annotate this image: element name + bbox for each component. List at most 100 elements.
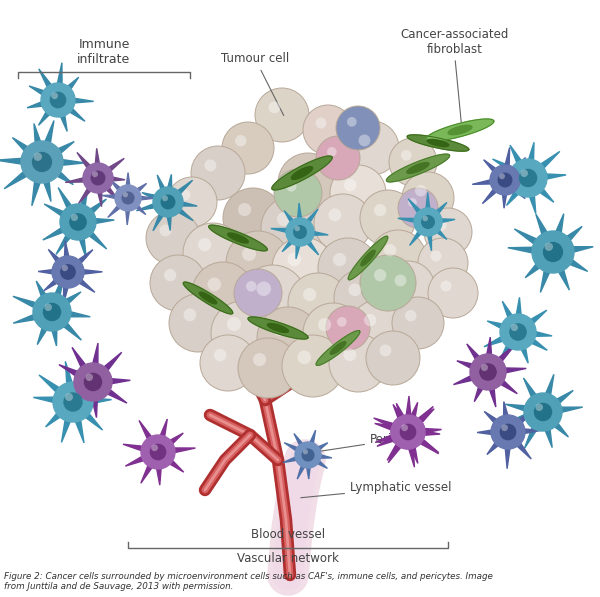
- Circle shape: [295, 226, 300, 231]
- Polygon shape: [56, 63, 62, 88]
- Polygon shape: [515, 297, 521, 319]
- Polygon shape: [268, 324, 289, 333]
- Circle shape: [238, 203, 251, 216]
- Circle shape: [359, 134, 370, 146]
- Polygon shape: [374, 418, 398, 430]
- Polygon shape: [107, 378, 130, 384]
- Polygon shape: [44, 277, 61, 291]
- Circle shape: [74, 363, 112, 401]
- Circle shape: [303, 303, 363, 363]
- Circle shape: [334, 269, 392, 327]
- Circle shape: [370, 230, 426, 286]
- Polygon shape: [541, 266, 552, 293]
- Circle shape: [161, 195, 175, 209]
- Circle shape: [91, 171, 105, 184]
- Polygon shape: [407, 162, 429, 173]
- Polygon shape: [91, 396, 97, 417]
- Polygon shape: [39, 69, 54, 91]
- Polygon shape: [499, 341, 514, 362]
- Circle shape: [53, 382, 93, 422]
- Polygon shape: [317, 454, 332, 458]
- Circle shape: [115, 185, 141, 211]
- Polygon shape: [38, 108, 53, 125]
- Polygon shape: [398, 219, 418, 223]
- Circle shape: [242, 247, 256, 261]
- Circle shape: [293, 168, 306, 181]
- Polygon shape: [13, 137, 32, 155]
- Circle shape: [214, 349, 226, 361]
- Circle shape: [532, 231, 574, 273]
- Circle shape: [501, 424, 508, 431]
- Polygon shape: [484, 411, 500, 426]
- Polygon shape: [74, 416, 84, 443]
- Polygon shape: [515, 179, 535, 184]
- Polygon shape: [544, 424, 552, 448]
- Circle shape: [62, 265, 68, 271]
- Polygon shape: [228, 233, 248, 243]
- Polygon shape: [375, 433, 397, 442]
- Polygon shape: [527, 142, 534, 165]
- Polygon shape: [13, 313, 40, 323]
- Polygon shape: [92, 343, 98, 368]
- Polygon shape: [519, 344, 528, 363]
- Polygon shape: [493, 159, 517, 174]
- Text: Blood vessel: Blood vessel: [251, 528, 325, 541]
- Circle shape: [153, 187, 183, 217]
- Polygon shape: [515, 408, 535, 426]
- Polygon shape: [502, 191, 507, 208]
- Circle shape: [269, 101, 280, 113]
- Circle shape: [524, 393, 562, 431]
- Polygon shape: [142, 193, 158, 201]
- Circle shape: [70, 214, 86, 230]
- Polygon shape: [408, 199, 423, 216]
- Polygon shape: [91, 219, 114, 224]
- Circle shape: [272, 237, 334, 299]
- Polygon shape: [536, 185, 554, 202]
- Polygon shape: [486, 337, 492, 359]
- Polygon shape: [294, 433, 305, 448]
- Polygon shape: [433, 202, 447, 216]
- Polygon shape: [314, 458, 328, 469]
- Polygon shape: [553, 390, 573, 407]
- Polygon shape: [141, 461, 154, 483]
- Polygon shape: [501, 368, 526, 374]
- Polygon shape: [416, 437, 439, 454]
- Circle shape: [392, 297, 444, 349]
- Polygon shape: [484, 160, 499, 174]
- Polygon shape: [82, 377, 103, 395]
- Polygon shape: [183, 282, 233, 314]
- Polygon shape: [425, 193, 430, 212]
- Polygon shape: [137, 196, 155, 200]
- Polygon shape: [57, 159, 85, 166]
- Circle shape: [164, 269, 176, 281]
- Polygon shape: [59, 111, 67, 131]
- Circle shape: [544, 242, 562, 261]
- Circle shape: [169, 294, 227, 352]
- Polygon shape: [556, 407, 583, 413]
- Text: Lymphatic vessel: Lymphatic vessel: [301, 482, 452, 498]
- Polygon shape: [106, 158, 124, 173]
- Circle shape: [234, 269, 282, 317]
- Polygon shape: [527, 337, 547, 350]
- Polygon shape: [104, 184, 118, 199]
- Polygon shape: [248, 317, 308, 339]
- Circle shape: [395, 275, 406, 287]
- Polygon shape: [511, 158, 526, 174]
- Polygon shape: [209, 225, 267, 251]
- Circle shape: [391, 415, 425, 449]
- Circle shape: [428, 268, 478, 318]
- Polygon shape: [487, 439, 502, 454]
- Circle shape: [481, 364, 488, 371]
- Circle shape: [440, 281, 452, 291]
- Circle shape: [52, 256, 84, 288]
- Polygon shape: [59, 365, 82, 378]
- Polygon shape: [406, 396, 411, 420]
- Polygon shape: [157, 175, 166, 193]
- Polygon shape: [29, 86, 48, 97]
- Circle shape: [43, 303, 61, 321]
- Polygon shape: [134, 203, 146, 214]
- Circle shape: [60, 204, 96, 240]
- Polygon shape: [348, 236, 388, 280]
- Circle shape: [253, 353, 266, 366]
- Circle shape: [349, 284, 361, 296]
